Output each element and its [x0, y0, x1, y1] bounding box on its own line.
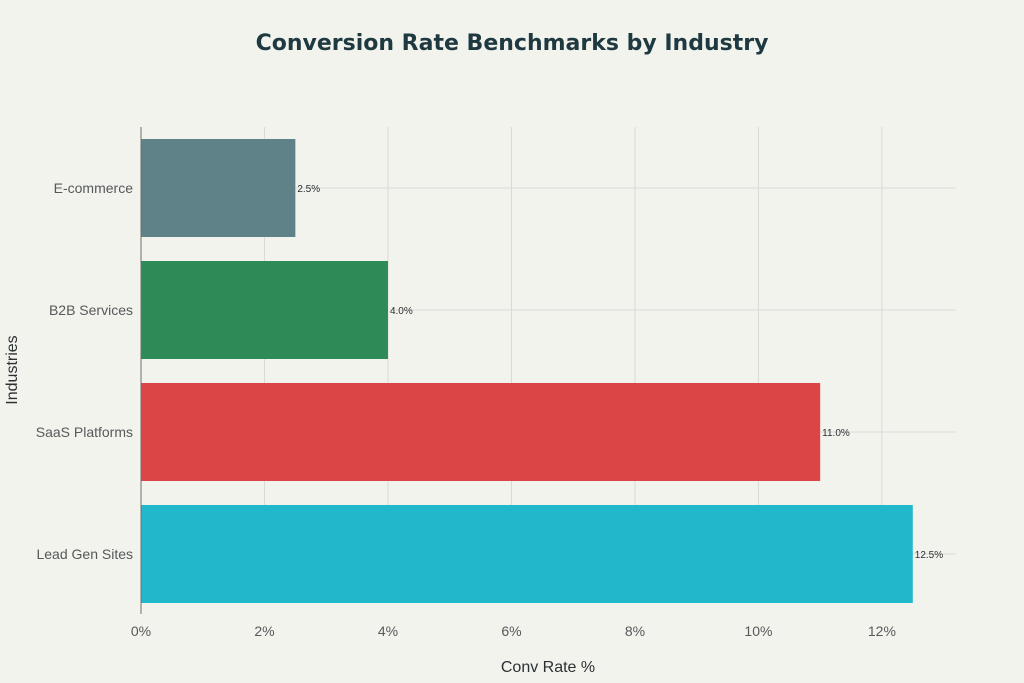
x-axis-title: Conv Rate % [501, 659, 595, 676]
x-tick-label: 12% [868, 623, 896, 639]
data-label: 4.0% [390, 306, 413, 317]
category-labels: E-commerce B2B Services SaaS Platforms Lead… [36, 180, 133, 562]
category-label: B2B Services [49, 302, 133, 318]
bar-lead-gen-sites [141, 505, 913, 603]
data-label: 2.5% [297, 184, 320, 195]
x-tick-labels: 0% 2% 4% 6% 8% 10% 12% [131, 623, 896, 639]
y-axis-title: Industries [4, 335, 21, 404]
category-label: Lead Gen Sites [36, 546, 133, 562]
bar-saas-platforms [141, 383, 821, 481]
data-label: 12.5% [915, 550, 943, 561]
x-tick-label: 4% [378, 623, 398, 639]
category-label: SaaS Platforms [36, 424, 133, 440]
category-label: E-commerce [54, 180, 134, 196]
chart-title: Conversion Rate Benchmarks by Industry [256, 31, 769, 56]
x-tick-label: 2% [254, 623, 274, 639]
bar-e-commerce [141, 139, 296, 237]
x-tick-label: 6% [501, 623, 521, 639]
x-tick-label: 0% [131, 623, 151, 639]
bar-b2b-services [141, 261, 388, 359]
x-tick-label: 8% [625, 623, 645, 639]
data-labels: 2.5% 4.0% 11.0% 12.5% [297, 184, 943, 561]
x-tick-label: 10% [744, 623, 772, 639]
data-label: 11.0% [822, 428, 850, 439]
bars [141, 139, 913, 603]
